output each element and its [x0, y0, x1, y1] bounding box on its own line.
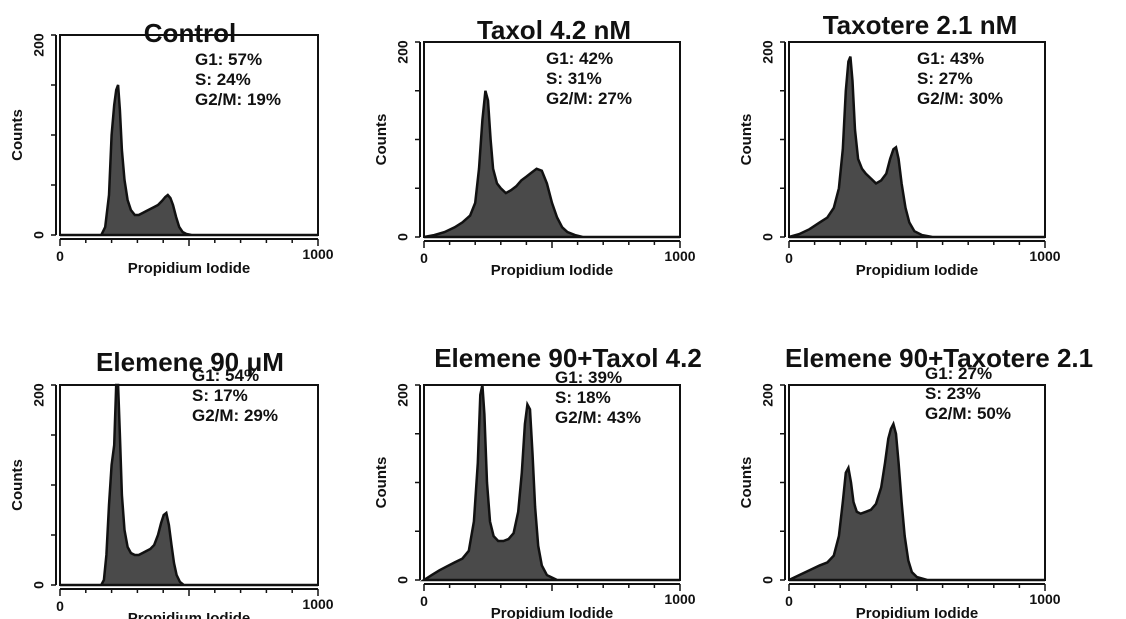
histogram-area: [60, 84, 318, 237]
histogram-panel: Taxol 4.2 nM 0 1000 0 200 Propidium Iodide Cou…: [368, 0, 748, 296]
phase-stat: G1: 39%: [555, 368, 622, 387]
histogram-chart: 0 1000 0 200 Propidium Iodide Counts G1: 43%S:…: [738, 40, 1061, 279]
plot-frame: [788, 384, 1046, 581]
phase-stat: S: 27%: [917, 69, 973, 88]
x-tick-label: 1000: [664, 248, 695, 264]
histogram-chart: 0 1000 0 200 Propidium Iodide Counts G1: 54%S:…: [9, 366, 334, 619]
x-tick-label: 0: [56, 248, 64, 264]
histogram-area: [423, 90, 680, 239]
histogram-chart: 0 1000 0 200 Propidium Iodide Counts G1: 57%S:…: [9, 33, 334, 277]
y-tick-label: 0: [31, 231, 47, 239]
x-axis-label: Propidium Iodide: [128, 260, 251, 277]
x-tick-label: 0: [56, 598, 64, 614]
panel-title: Elemene 90 μM: [96, 347, 284, 377]
panel-title: Taxotere 2.1 nM: [822, 10, 1018, 40]
x-axis-label: Propidium Iodide: [491, 605, 614, 619]
phase-stat: G1: 42%: [546, 49, 613, 68]
y-tick-label: 0: [760, 576, 776, 584]
y-tick-label: 200: [395, 40, 411, 64]
plot-frame: [423, 384, 681, 581]
y-tick-label: 0: [395, 576, 411, 584]
phase-stat: G2/M: 19%: [195, 90, 281, 109]
phase-stat: S: 23%: [925, 384, 981, 403]
y-axis-label: Counts: [373, 457, 390, 509]
y-axis-label: Counts: [9, 109, 26, 161]
x-axis-label: Propidium Iodide: [856, 262, 979, 279]
y-tick-label: 200: [760, 383, 776, 407]
y-tick-label: 0: [760, 233, 776, 241]
x-tick-label: 0: [785, 250, 793, 266]
panel-title: Elemene 90+Taxotere 2.1: [785, 343, 1094, 373]
histogram-panel: Elemene 90 μM 0 1000 0 200 Propidium Iodide Co…: [0, 323, 380, 619]
panel-title: Taxol 4.2 nM: [476, 15, 632, 45]
histogram-chart: 0 1000 0 200 Propidium Iodide Counts G1: 42%S:…: [373, 40, 696, 279]
y-tick-label: 0: [31, 581, 47, 589]
y-tick-label: 200: [31, 33, 47, 57]
phase-stat: S: 24%: [195, 70, 251, 89]
phase-stat: G1: 27%: [925, 364, 992, 383]
phase-stat: G2/M: 29%: [192, 406, 278, 425]
histogram-panel: Elemene 90+Taxol 4.2 0 1000 0 200 Propidium I…: [368, 323, 748, 619]
x-tick-label: 0: [785, 593, 793, 609]
histogram-area: [788, 56, 1045, 239]
panel-title: Control: [143, 18, 237, 48]
x-tick-label: 1000: [302, 246, 333, 262]
phase-stat: G1: 54%: [192, 366, 259, 385]
plot-frame: [59, 34, 319, 236]
phase-stat: G1: 43%: [917, 49, 984, 68]
phase-stat: G1: 57%: [195, 50, 262, 69]
y-tick-label: 200: [31, 383, 47, 407]
y-axis-label: Counts: [373, 114, 390, 166]
phase-stat: G2/M: 30%: [917, 89, 1003, 108]
phase-stat: G2/M: 50%: [925, 404, 1011, 423]
y-tick-label: 200: [395, 383, 411, 407]
histogram-area: [60, 383, 318, 587]
histogram-chart: 0 1000 0 200 Propidium Iodide Counts G1: 39%S:…: [373, 368, 696, 619]
histogram-panel: Control 0 1000 0 200 Propidium Iodide Counts G1…: [0, 0, 380, 296]
y-axis-label: Counts: [9, 459, 26, 511]
y-axis-label: Counts: [738, 457, 755, 509]
histogram-panel: Elemene 90+Taxotere 2.1 0 1000 0 200 Propidiu…: [735, 323, 1115, 619]
histogram-area: [788, 420, 1045, 582]
x-tick-label: 0: [420, 250, 428, 266]
phase-stat: G2/M: 43%: [555, 408, 641, 427]
x-tick-label: 1000: [302, 596, 333, 612]
x-axis-label: Propidium Iodide: [128, 610, 251, 619]
y-axis-label: Counts: [738, 114, 755, 166]
phase-stat: S: 31%: [546, 69, 602, 88]
x-tick-label: 1000: [1029, 248, 1060, 264]
histogram-chart: 0 1000 0 200 Propidium Iodide Counts G1: 27%S:…: [738, 364, 1061, 619]
phase-stat: G2/M: 27%: [546, 89, 632, 108]
histogram-panel: Taxotere 2.1 nM 0 1000 0 200 Propidium Iodide…: [735, 0, 1115, 296]
panel-title: Elemene 90+Taxol 4.2: [434, 343, 702, 373]
x-tick-label: 1000: [664, 591, 695, 607]
x-tick-label: 0: [420, 593, 428, 609]
plot-frame: [423, 41, 681, 238]
x-axis-label: Propidium Iodide: [856, 605, 979, 619]
phase-stat: S: 17%: [192, 386, 248, 405]
y-tick-label: 0: [395, 233, 411, 241]
y-tick-label: 200: [760, 40, 776, 64]
x-tick-label: 1000: [1029, 591, 1060, 607]
plot-frame: [788, 41, 1046, 238]
histogram-area: [419, 384, 680, 582]
phase-stat: S: 18%: [555, 388, 611, 407]
x-axis-label: Propidium Iodide: [491, 262, 614, 279]
plot-frame: [59, 384, 319, 586]
